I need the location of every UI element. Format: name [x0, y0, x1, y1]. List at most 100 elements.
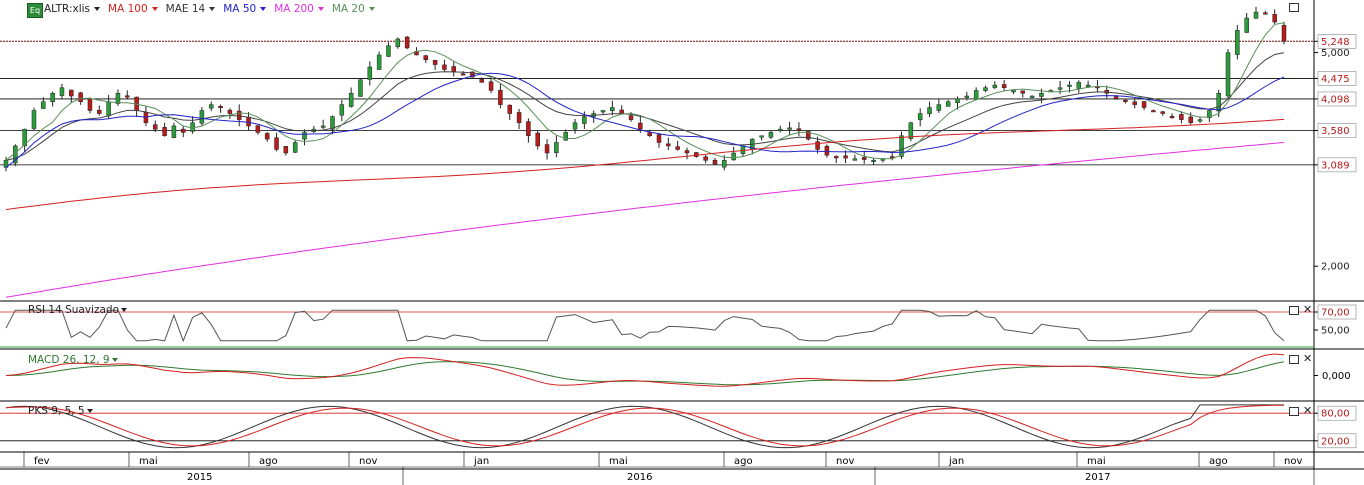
macd-line	[5, 353, 1285, 387]
candle-body	[106, 101, 111, 117]
candle-body	[432, 60, 438, 65]
price-tag	[1317, 33, 1357, 49]
candle-body	[768, 132, 774, 138]
candle-body	[460, 73, 466, 76]
candle-body	[703, 156, 708, 161]
close-pks-icon[interactable]: ✕	[1303, 404, 1313, 417]
candle-body	[218, 106, 223, 109]
candle-body	[171, 125, 177, 138]
price-axis-label: 3,580	[1321, 126, 1350, 137]
candle-body	[666, 143, 671, 147]
ma50-indicator[interactable]: MA 50	[223, 3, 267, 15]
dropdown-icon	[94, 7, 101, 11]
dropdown-icon	[368, 7, 375, 11]
candle-body	[1197, 119, 1203, 122]
price-axis-label: 5,000	[1321, 48, 1350, 59]
candle-body	[386, 45, 391, 57]
year-label: 2015	[187, 472, 212, 483]
dropdown-icon	[121, 308, 128, 312]
month-label: nov	[359, 456, 377, 467]
candle-body	[442, 64, 447, 70]
ma200-line	[5, 142, 1285, 298]
pks-title-text: PKS 9, 5, 5	[28, 405, 85, 417]
ma200-indicator[interactable]: MA 200	[274, 3, 324, 15]
candle-body	[908, 122, 914, 139]
ma200-label: MA 200	[274, 3, 314, 15]
maximize-rsi-button[interactable]	[1289, 306, 1299, 315]
price-tag	[1317, 71, 1357, 86]
candle-body	[684, 150, 690, 154]
candle-body	[554, 142, 559, 153]
candle-body	[1216, 92, 1221, 112]
month-label: mai	[139, 456, 158, 467]
macd-title[interactable]: MACD 26, 12, 9	[28, 354, 118, 366]
candle-body	[227, 109, 233, 114]
mae14-label: MAE 14	[165, 3, 206, 15]
ma20-label: MA 20	[331, 3, 365, 15]
candle-body	[1160, 111, 1165, 114]
rsi-title[interactable]: RSI 14 Suavizado	[28, 304, 128, 316]
maximize-pks-button[interactable]	[1289, 407, 1299, 416]
candle-body	[125, 95, 130, 98]
year-label: 2017	[1085, 472, 1110, 483]
candle-body	[1057, 87, 1063, 90]
price-axis-label: 4,475	[1321, 74, 1350, 85]
candle-body	[283, 146, 289, 154]
ma50-label: MA 50	[223, 3, 257, 15]
macd-title-text: MACD 26, 12, 9	[28, 354, 110, 366]
candle-body	[1188, 116, 1193, 124]
candle-body	[647, 132, 652, 136]
candle-body	[451, 66, 457, 73]
dropdown-icon	[260, 7, 267, 11]
rsi-axis-label: 50,00	[1321, 326, 1350, 337]
mae14-indicator[interactable]: MAE 14	[166, 3, 216, 15]
candle-body	[97, 109, 102, 114]
ma100-label: MA 100	[108, 3, 148, 15]
candle-body	[22, 128, 27, 147]
candle-body	[927, 107, 932, 115]
price-axis-label: 5,248	[1321, 37, 1350, 48]
price-axis-label: 3,089	[1321, 160, 1350, 171]
price-axis-label: 2,000	[1321, 262, 1350, 273]
candle-body	[1263, 12, 1268, 15]
candle-body	[50, 92, 55, 102]
month-label: jan	[473, 456, 489, 467]
close-macd-icon[interactable]: ✕	[1303, 352, 1313, 365]
candle-body	[1141, 101, 1147, 108]
ma20-indicator[interactable]: MA 20	[332, 3, 375, 15]
candle-body	[264, 133, 270, 140]
candle-body	[1169, 116, 1175, 119]
chart-header: ALTR:xlis MA 100 MAE 14 MA 50 MA 200 MA …	[44, 2, 375, 16]
maximize-price-panel-button[interactable]	[1289, 3, 1299, 12]
candle-body	[572, 122, 578, 130]
candle-body	[778, 128, 783, 132]
maximize-macd-button[interactable]	[1289, 355, 1299, 364]
candle-body	[69, 89, 74, 97]
dropdown-icon	[209, 7, 216, 11]
candle-body	[1113, 96, 1119, 100]
candle-body	[376, 54, 382, 70]
pks-title[interactable]: PKS 9, 5, 5	[28, 405, 93, 417]
candle-body	[339, 104, 345, 116]
candle-body	[889, 156, 895, 159]
symbol-selector[interactable]: ALTR:xlis	[44, 3, 101, 15]
ma100-indicator[interactable]: MA 100	[108, 3, 158, 15]
candle-body	[824, 145, 830, 156]
month-label: ago	[734, 456, 753, 467]
candle-body	[1123, 99, 1128, 102]
dropdown-icon	[111, 358, 118, 362]
candle-body	[274, 137, 279, 150]
candle-body	[59, 87, 65, 96]
candle-body	[423, 55, 429, 60]
rsi-line	[5, 309, 1285, 343]
candle-body	[955, 98, 960, 103]
candle-body	[78, 92, 83, 102]
candle-body	[1235, 30, 1240, 55]
candle-body	[115, 92, 121, 104]
candle-body	[1011, 90, 1016, 93]
candle-body	[208, 104, 214, 109]
candle-body	[190, 122, 195, 132]
candle-body	[544, 144, 550, 154]
close-rsi-icon[interactable]: ✕	[1303, 303, 1313, 316]
